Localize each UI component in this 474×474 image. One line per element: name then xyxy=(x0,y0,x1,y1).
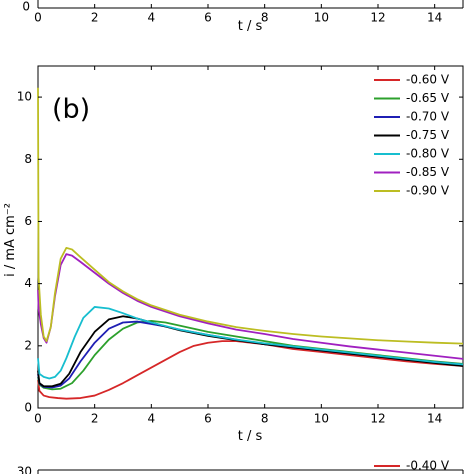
legend-label: -0.65 V xyxy=(406,91,450,105)
panel-b-y-tick-label: 4 xyxy=(24,276,32,290)
panel-a-x-axis-label: t / s xyxy=(238,19,263,34)
legend-label: -0.80 V xyxy=(406,147,450,161)
legend-label: -0.70 V xyxy=(406,110,450,124)
panel-b-y-ticks: 0 2 4 6 8 10 xyxy=(17,90,463,415)
panel-b-x-tick-label: 0 xyxy=(34,412,42,426)
panel-b-series-group xyxy=(37,87,464,400)
legend-label: -0.75 V xyxy=(406,128,450,142)
panel-b-y-tick-label: 6 xyxy=(24,214,32,228)
series-line-060 xyxy=(37,340,464,400)
panel-c: 30 -0.40 V xyxy=(17,459,464,474)
panel-a-y-tick-label: 0 xyxy=(22,0,30,14)
panel-b-y-tick-label: 2 xyxy=(24,338,32,352)
series-line-090 xyxy=(37,87,464,345)
panel-b-y-tick-label: 0 xyxy=(24,401,32,415)
panel-b: 0 2 4 6 8 10 12 14 0 2 4 6 8 10 (b) t / s i / mA cm⁻… xyxy=(3,65,464,444)
panel-a-x-tick-label: 0 xyxy=(34,11,42,25)
panel-a-x-tick-label: 14 xyxy=(427,11,442,25)
panel-b-label: (b) xyxy=(52,94,90,125)
panel-b-x-tick-label: 12 xyxy=(370,412,385,426)
panel-b-x-tick-label: 6 xyxy=(204,412,212,426)
panel-a-x-tick-label: 8 xyxy=(261,11,269,25)
panel-b-x-tick-label: 10 xyxy=(314,412,329,426)
panel-a-x-tick-label: 4 xyxy=(148,11,156,25)
panel-a-x-tick-label: 10 xyxy=(314,11,329,25)
panel-c-y-tick-label: 30 xyxy=(17,465,32,474)
panel-a-x-ticks: 0 2 4 6 8 10 12 14 xyxy=(34,4,442,25)
panel-a-x-tick-label: 6 xyxy=(204,11,212,25)
panel-b-x-axis-label: t / s xyxy=(238,429,263,444)
panel-c-legend-label: -0.40 V xyxy=(406,459,450,473)
panel-a-x-tick-label: 2 xyxy=(91,11,99,25)
panel-b-x-ticks: 0 2 4 6 8 10 12 14 xyxy=(34,66,442,426)
panel-b-x-tick-label: 14 xyxy=(427,412,442,426)
panel-b-y-axis-label: i / mA cm⁻² xyxy=(3,203,18,277)
legend-label: -0.90 V xyxy=(406,184,450,198)
legend-label: -0.60 V xyxy=(406,73,450,87)
legend-label: -0.85 V xyxy=(406,165,450,179)
panel-b-legend: -0.60 V -0.65 V -0.70 V -0.75 V -0.80 V -0.85… xyxy=(374,73,450,198)
panel-b-y-tick-label: 8 xyxy=(24,152,32,166)
series-line-080 xyxy=(37,306,464,380)
panel-b-x-tick-label: 8 xyxy=(261,412,269,426)
panel-b-x-tick-label: 2 xyxy=(91,412,99,426)
panel-b-y-tick-label: 10 xyxy=(17,90,32,104)
panel-c-legend: -0.40 V xyxy=(374,459,450,473)
panel-a-x-tick-label: 12 xyxy=(370,11,385,25)
panel-a: 0 0 2 4 6 8 10 12 14 t / s xyxy=(22,0,464,34)
panel-b-x-tick-label: 4 xyxy=(148,412,156,426)
